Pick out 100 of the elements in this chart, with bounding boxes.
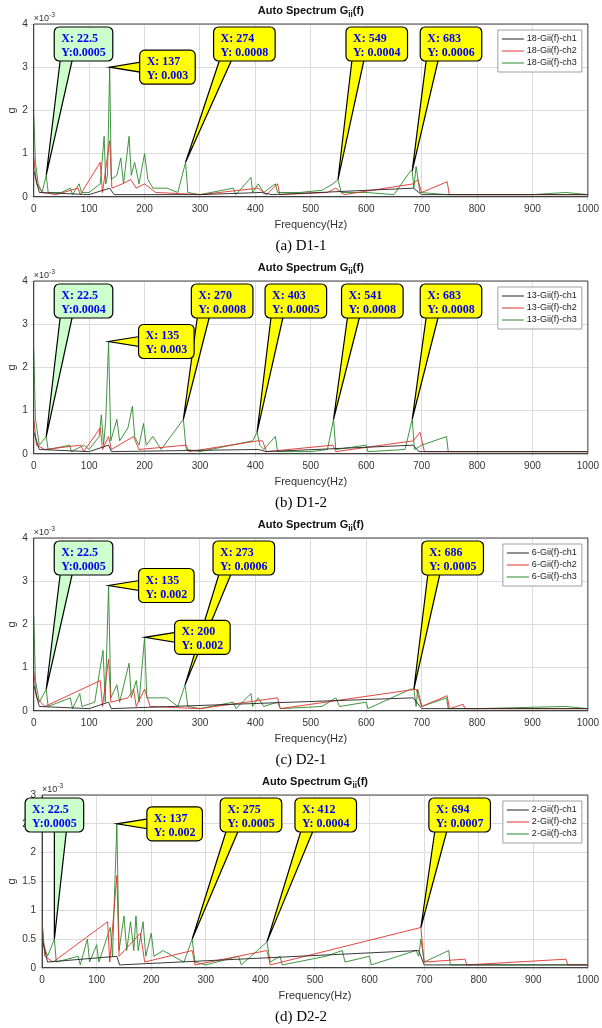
x-tick-label: 700 xyxy=(415,973,433,985)
annotation: X: 686 Y: 0.0005 xyxy=(428,545,477,573)
annotation: X: 22.5 Y:0.0005 xyxy=(61,31,106,59)
legend-label: 18-Gii(f)-ch3 xyxy=(526,57,577,68)
y-tick-label: 2 xyxy=(22,361,29,373)
x-axis-title: Frequency(Hz) xyxy=(274,475,348,488)
annotation: X: 137 Y: 0.003 xyxy=(146,54,189,83)
legend-label: 6-Gii(f)-ch3 xyxy=(531,571,577,582)
legend-label: 18-Gii(f)-ch2 xyxy=(526,45,577,56)
x-tick-label: 300 xyxy=(191,716,209,728)
x-tick-label: 700 xyxy=(413,202,431,214)
y-tick-label: 3 xyxy=(22,317,29,329)
text: (b) D1-2 xyxy=(274,494,328,511)
annotation: X: 549 Y: 0.0004 xyxy=(352,31,401,59)
y-tick-label: 0 xyxy=(30,961,37,973)
y-tick-label: 4 xyxy=(22,17,29,29)
y-tick-label: 0 xyxy=(22,447,29,459)
annotation: X: 270 Y: 0.0008 xyxy=(198,288,246,316)
y-tick-label: 3 xyxy=(22,60,29,72)
y-tick-label: 0 xyxy=(22,704,29,716)
x-tick-label: 900 xyxy=(524,202,542,214)
y-axis-title: g xyxy=(4,107,17,114)
legend-label: 18-Gii(f)-ch1 xyxy=(526,33,577,44)
text: (d) D2-2 xyxy=(274,1008,328,1025)
x-tick-label: 100 xyxy=(80,202,98,214)
annotation: X: 22.5 Y:0.0004 xyxy=(61,288,106,316)
y-tick-label: 4 xyxy=(22,274,29,286)
x-tick-label: 500 xyxy=(306,973,324,985)
x-tick-label: 800 xyxy=(470,973,488,985)
x-tick-label: 0 xyxy=(39,973,46,985)
y-axis-title: g xyxy=(4,364,17,371)
annotation: X: 137 Y: 0.002 xyxy=(153,810,196,839)
y-axis-title: g xyxy=(4,878,17,885)
legend-label: 2-Gii(f)-ch3 xyxy=(531,828,577,839)
x-tick-label: 300 xyxy=(197,973,215,985)
x-tick-label: 400 xyxy=(247,716,265,728)
y-tick-label: 3 xyxy=(22,574,29,586)
x-tick-label: 800 xyxy=(468,459,486,471)
y-tick-label: 2 xyxy=(22,618,29,630)
x-tick-label: 400 xyxy=(252,973,270,985)
annotation: X: 683 Y: 0.0008 xyxy=(427,288,475,316)
x-tick-label: 200 xyxy=(136,459,154,471)
x-axis-title: Frequency(Hz) xyxy=(274,218,348,231)
x-tick-label: 600 xyxy=(361,973,379,985)
legend-label: 13-Gii(f)-ch3 xyxy=(526,314,577,325)
text: (c) D2-1 xyxy=(275,751,327,768)
annotation: X: 22.5 Y:0.0005 xyxy=(61,545,106,573)
x-tick-label: 1000 xyxy=(576,202,600,214)
y-tick-label: 1 xyxy=(22,404,29,416)
x-axis-title: Frequency(Hz) xyxy=(278,989,352,1002)
y-tick-label: 1.5 xyxy=(22,875,37,887)
text: (a) D1-1 xyxy=(275,237,327,254)
x-tick-label: 800 xyxy=(468,716,486,728)
x-tick-label: 900 xyxy=(524,716,542,728)
x-tick-label: 200 xyxy=(136,716,154,728)
y-tick-label: 1 xyxy=(22,661,29,673)
x-tick-label: 400 xyxy=(247,202,265,214)
y-tick-label: 2 xyxy=(30,846,37,858)
x-tick-label: 600 xyxy=(357,459,376,471)
legend-label: 2-Gii(f)-ch1 xyxy=(531,804,577,815)
y-tick-label: 0 xyxy=(22,190,29,202)
x-tick-label: 100 xyxy=(80,459,98,471)
annotation: X: 412 Y: 0.0004 xyxy=(301,802,350,830)
x-tick-label: 500 xyxy=(302,716,320,728)
legend-label: 6-Gii(f)-ch2 xyxy=(531,559,577,570)
annotation: X: 683 Y: 0.0006 xyxy=(427,31,475,59)
x-tick-label: 1000 xyxy=(576,973,600,985)
x-tick-label: 600 xyxy=(357,716,376,728)
annotation: X: 273 Y: 0.0006 xyxy=(220,545,268,573)
x-tick-label: 900 xyxy=(524,459,542,471)
y-tick-label: 0.5 xyxy=(22,932,37,944)
x-axis-title: Frequency(Hz) xyxy=(274,732,348,745)
x-tick-label: 100 xyxy=(88,973,106,985)
annotation: X: 200 Y: 0.002 xyxy=(181,624,224,653)
y-tick-label: 2 xyxy=(22,104,29,116)
annotation: X: 541 Y: 0.0008 xyxy=(348,288,397,316)
x-tick-label: 400 xyxy=(247,459,265,471)
annotation: X: 135 Y: 0.003 xyxy=(145,328,188,357)
y-axis-title: g xyxy=(4,621,17,628)
x-tick-label: 1000 xyxy=(576,716,600,728)
x-tick-label: 700 xyxy=(413,716,431,728)
x-tick-label: 200 xyxy=(136,202,154,214)
annotation: X: 135 Y: 0.002 xyxy=(145,572,188,601)
x-tick-label: 300 xyxy=(191,459,209,471)
x-tick-label: 500 xyxy=(302,202,320,214)
legend-label: 13-Gii(f)-ch1 xyxy=(526,290,577,301)
y-tick-label: 1 xyxy=(22,147,29,159)
annotation: X: 274 Y: 0.0008 xyxy=(220,31,269,59)
y-tick-label: 4 xyxy=(22,531,29,543)
x-tick-label: 1000 xyxy=(576,459,600,471)
x-tick-label: 900 xyxy=(524,973,543,985)
y-tick-label: 3 xyxy=(30,788,37,800)
x-tick-label: 800 xyxy=(468,202,486,214)
legend-label: 6-Gii(f)-ch1 xyxy=(531,547,577,558)
x-tick-label: 700 xyxy=(413,459,431,471)
x-tick-label: 500 xyxy=(302,459,320,471)
x-tick-label: 200 xyxy=(142,973,161,985)
legend-label: 2-Gii(f)-ch2 xyxy=(531,816,577,827)
x-tick-label: 100 xyxy=(80,716,98,728)
y-tick-label: 1 xyxy=(30,903,37,915)
